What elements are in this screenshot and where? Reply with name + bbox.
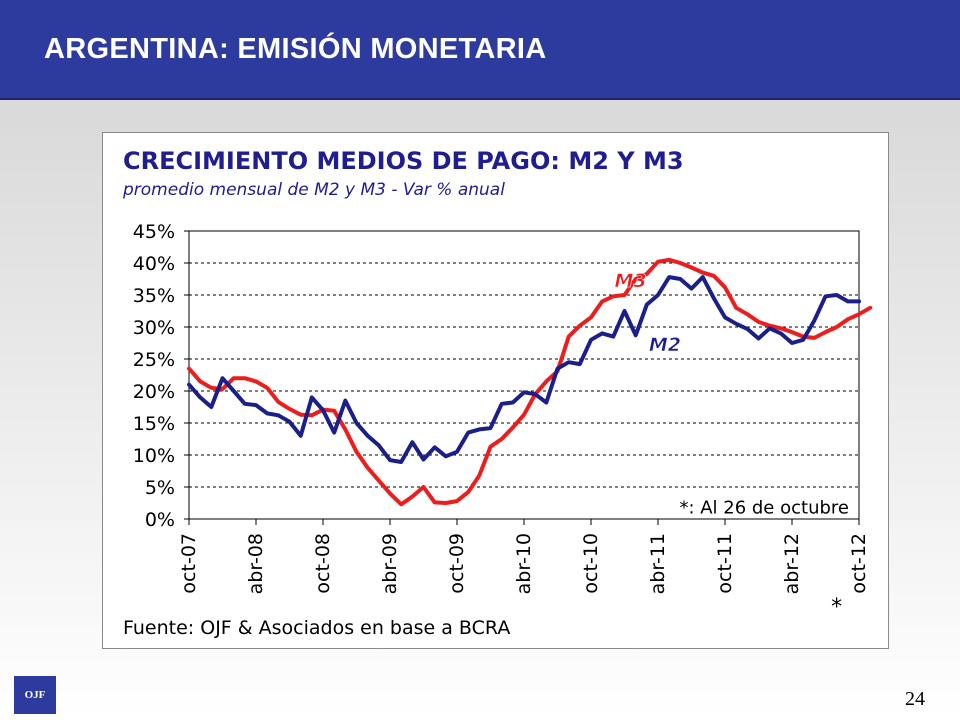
chart-source: Fuente: OJF & Asociados en base a BCRA	[123, 617, 511, 639]
x-tick-label: oct-10	[580, 533, 602, 594]
x-tick-label: abr-10	[513, 533, 535, 594]
series-line-m2	[187, 275, 861, 464]
y-tick-label: 0%	[145, 509, 175, 531]
series-label-m2: M2	[649, 334, 681, 356]
series-line-m3	[187, 257, 873, 507]
y-tick-label: 25%	[133, 349, 175, 371]
y-tick-label: 35%	[133, 285, 175, 307]
y-tick-label: 15%	[133, 413, 175, 435]
x-tick-label: oct-11	[714, 533, 736, 594]
chart-panel: CRECIMIENTO MEDIOS DE PAGO: M2 Y M3 prom…	[102, 132, 889, 649]
chart-subtitle: promedio mensual de M2 y M3 - Var % anua…	[123, 180, 505, 200]
ojf-logo: OJF	[14, 676, 56, 714]
series-label-m3: M3	[615, 270, 647, 292]
chart-title: CRECIMIENTO MEDIOS DE PAGO: M2 Y M3	[123, 147, 684, 175]
line-chart: 0% 5% 10% 15% 20% 25% 30% 35% 40% 45% oct-07 abr-08…	[133, 221, 873, 620]
y-tick-label: 45%	[133, 221, 175, 243]
x-tick-label: abr-09	[379, 533, 401, 594]
plot-area	[188, 230, 860, 520]
y-tick-label: 20%	[133, 381, 175, 403]
header-bar: ARGENTINA: EMISIÓN MONETARIA	[0, 0, 960, 100]
y-tick-label: 40%	[133, 253, 175, 275]
x-tick-label: oct-07	[178, 533, 200, 594]
y-tick-label: 5%	[145, 477, 175, 499]
y-tick-label: 10%	[133, 445, 175, 467]
chart-footnote: *: Al 26 de octubre	[679, 497, 849, 518]
page-number: 24	[905, 688, 925, 710]
x-tick-label: abr-12	[781, 533, 803, 594]
page-title: ARGENTINA: EMISIÓN MONETARIA	[44, 33, 547, 65]
x-tick-label: oct-08	[312, 533, 334, 594]
x-tick-label: abr-08	[245, 533, 267, 594]
y-tick-label: 30%	[133, 317, 175, 339]
x-tick-label: abr-11	[647, 533, 669, 594]
footnote-star: *	[831, 595, 842, 620]
x-tick-label: oct-09	[446, 533, 468, 594]
x-tick-label: oct-12	[848, 533, 870, 594]
